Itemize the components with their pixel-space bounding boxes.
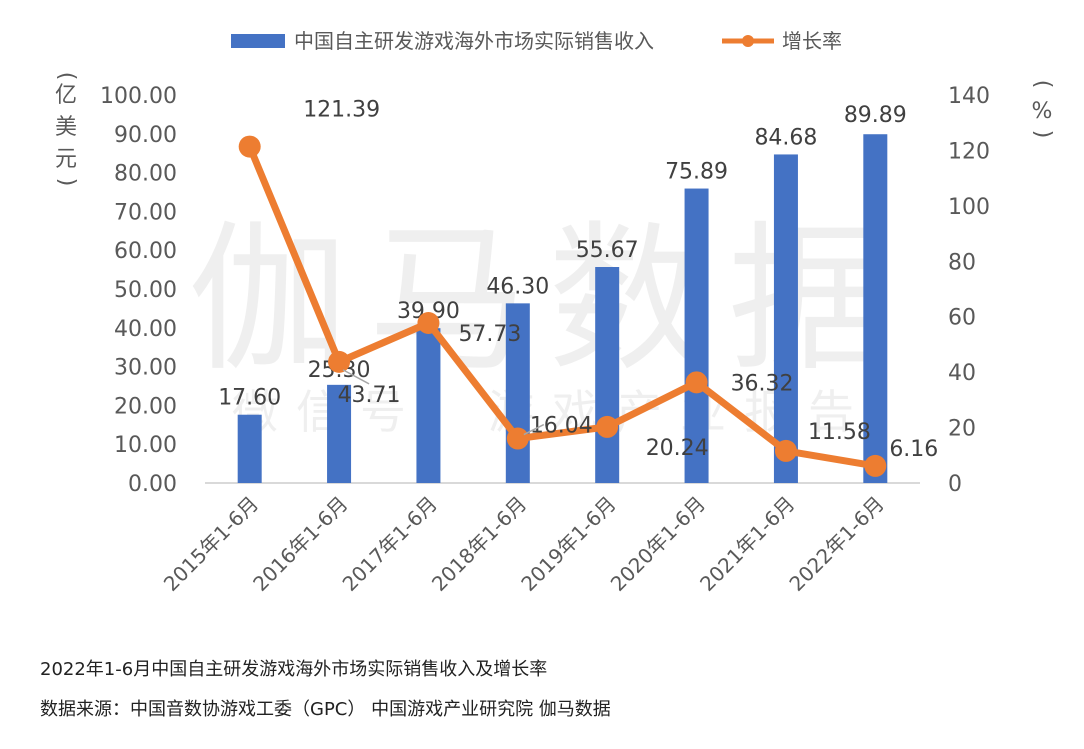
left-tick-label: 20.00 <box>114 394 177 419</box>
chart: 伽马数据 微信号：游戏产业报告 中国自主研发游戏海外市场实际销售收入 增长率 (… <box>54 29 1055 596</box>
line-data-label: 57.73 <box>458 322 521 347</box>
growth-rate-line <box>246 143 879 470</box>
left-tick-label: 70.00 <box>114 200 177 225</box>
category-label: 2022年1-6月 <box>784 492 888 596</box>
bar <box>684 188 709 483</box>
left-unit-label: 亿美元 <box>55 83 77 172</box>
left-tick-label: 50.00 <box>114 278 177 303</box>
growth-rate-point <box>774 439 797 462</box>
line-data-label: 43.71 <box>338 383 401 408</box>
left-tick-label: 60.00 <box>114 239 177 264</box>
bar-data-label: 46.30 <box>486 274 549 299</box>
category-label: 2017年1-6月 <box>338 492 442 596</box>
right-tick-label: 120 <box>948 139 990 164</box>
growth-rate-point <box>417 312 440 335</box>
line-data-label: 36.32 <box>731 371 794 396</box>
left-tick-label: 40.00 <box>114 317 177 342</box>
right-tick-label: 20 <box>948 417 976 442</box>
bar <box>863 134 888 483</box>
line-data-label: 20.24 <box>646 436 709 461</box>
right-tick-label: 80 <box>948 250 976 275</box>
legend-line-label: 增长率 <box>782 29 842 53</box>
growth-rate-point <box>328 350 351 373</box>
bar <box>416 328 441 483</box>
growth-rate-point <box>596 415 619 438</box>
line-data-label: 11.58 <box>808 420 871 445</box>
bar-data-label: 17.60 <box>218 386 281 411</box>
bar <box>505 303 530 483</box>
left-tick-label: 30.00 <box>114 356 177 381</box>
left-tick-label: 100.00 <box>100 84 177 109</box>
left-tick-label: 90.00 <box>114 123 177 148</box>
bar <box>773 154 798 484</box>
watermark-main: 伽马数据 <box>188 206 908 393</box>
growth-rate-point <box>864 454 887 477</box>
right-tick-label: 60 <box>948 306 976 331</box>
right-tick-label: 40 <box>948 361 976 386</box>
category-label: 2018年1-6月 <box>427 492 531 596</box>
left-tick-label: 0.00 <box>128 472 177 497</box>
growth-rate-point <box>238 135 261 158</box>
bar <box>237 414 262 483</box>
legend-bar-swatch <box>231 34 285 48</box>
legend: 中国自主研发游戏海外市场实际销售收入 增长率 <box>231 29 842 53</box>
left-unit-paren-close: ) <box>54 178 79 187</box>
category-label: 2020年1-6月 <box>606 492 710 596</box>
bar-data-label: 84.68 <box>754 125 817 150</box>
bar <box>327 384 352 483</box>
legend-line-marker <box>742 35 754 47</box>
line-series <box>238 135 887 477</box>
bar-series <box>237 134 888 484</box>
category-label: 2021年1-6月 <box>695 492 799 596</box>
bar-data-label: 89.89 <box>844 103 907 128</box>
left-axis-ticks: 0.00 10.00 20.00 30.00 40.00 50.00 60.00 70.00 8… <box>100 84 177 497</box>
right-unit-paren-close: ) <box>1030 130 1055 139</box>
leader-line <box>523 423 545 436</box>
right-axis-ticks: 0 20 40 60 80 100 120 140 <box>948 84 990 497</box>
right-unit-paren-open: ( <box>1030 80 1055 89</box>
right-tick-label: 100 <box>948 195 990 220</box>
line-data-label: 6.16 <box>889 437 938 462</box>
line-data-label: 121.39 <box>303 98 380 123</box>
growth-rate-point <box>685 371 708 394</box>
growth-rate-point <box>506 427 529 450</box>
leader-line <box>342 369 370 385</box>
right-tick-label: 140 <box>948 84 990 109</box>
bar-data-label: 75.89 <box>665 160 728 185</box>
left-tick-label: 80.00 <box>114 162 177 187</box>
category-label: 2016年1-6月 <box>248 492 352 596</box>
legend-bar-label: 中国自主研发游戏海外市场实际销售收入 <box>294 29 654 53</box>
right-axis-unit: (%) <box>1030 80 1055 139</box>
category-label: 2019年1-6月 <box>516 492 620 596</box>
figure-caption-source: 数据来源：中国音数协游戏工委（GPC） 中国游戏产业研究院 伽马数据 <box>40 699 611 720</box>
figure-caption-title: 2022年1-6月中国自主研发游戏海外市场实际销售收入及增长率 <box>40 659 548 680</box>
bar-data-label: 55.67 <box>576 238 639 263</box>
category-label: 2015年1-6月 <box>159 492 263 596</box>
right-tick-label: 0 <box>948 472 962 497</box>
left-axis-unit: ( 亿美元) <box>54 72 79 187</box>
right-unit-label: % <box>1032 99 1053 124</box>
bar <box>595 267 620 483</box>
category-labels: 2015年1-6月2016年1-6月2017年1-6月2018年1-6月2019… <box>159 492 889 596</box>
left-unit-paren-open: ( <box>54 72 79 81</box>
left-tick-label: 10.00 <box>114 433 177 458</box>
